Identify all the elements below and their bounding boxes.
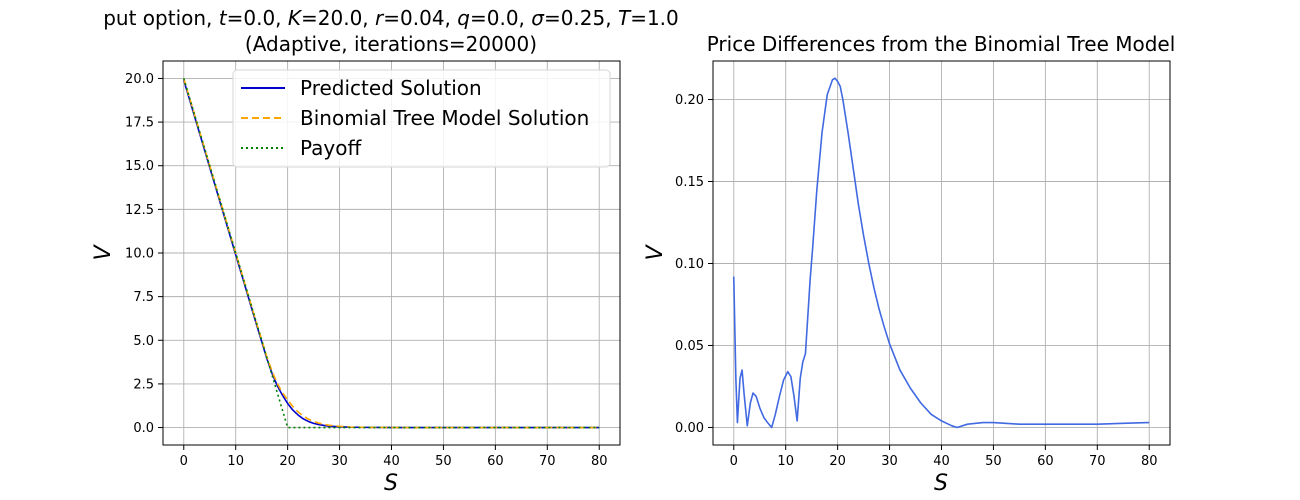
chart1-title-part-10: =0.25,: [544, 6, 618, 30]
chart2-xtick-label-7: 70: [1089, 454, 1106, 469]
chart1-legend: Predicted Solution Binomial Tree Model S…: [232, 69, 611, 168]
chart1-title-line2: (Adaptive, iterations=20000): [245, 32, 537, 56]
chart1-ytick-label-7: 17.5: [125, 116, 154, 131]
chart2-ytick-label-4: 0.20: [675, 93, 704, 108]
chart1-title-part-2: =0.0,: [227, 6, 288, 30]
chart1-ytick-label-6: 15.0: [125, 159, 154, 174]
chart2-ylabel: V: [643, 244, 668, 261]
chart1-xlabel: S: [384, 471, 398, 496]
chart1-title-part-6: =0.04,: [383, 6, 457, 30]
legend-box: [232, 69, 611, 168]
chart2-xtick-label-4: 40: [933, 454, 950, 469]
chart2-series-line-0: [732, 77, 1150, 429]
option-price-chart: 0 10 20 30 40 50 60 70 80 0.0 2.5 5.0 7.5 10.0 12.5 15.…: [91, 6, 679, 496]
legend-label-binomial: Binomial Tree Model Solution: [300, 106, 589, 130]
chart1-title-part-9: σ: [531, 6, 545, 30]
chart2-xtick-label-5: 50: [985, 454, 1002, 469]
chart1-series-line-1: [183, 78, 600, 429]
chart1-ticks: 0 10 20 30 40 50 60 70 80 0.0 2.5 5.0 7.5 10.0 12.5 15.…: [125, 72, 607, 469]
chart1-series-line-2: [183, 78, 600, 429]
chart1-xtick-label-7: 70: [539, 454, 556, 469]
chart1-title-part-1: t: [219, 6, 228, 30]
chart1-title-part-0: put option,: [103, 6, 219, 30]
chart1-title-part-7: q: [457, 6, 470, 30]
chart1-xtick-label-0: 0: [180, 454, 188, 469]
chart1-ytick-label-0: 0.0: [133, 421, 154, 436]
chart2-xtick-label-2: 20: [829, 454, 846, 469]
chart1-xtick-label-5: 50: [435, 454, 452, 469]
chart2-xtick-label-0: 0: [730, 454, 738, 469]
chart2-xtick-label-1: 10: [777, 454, 794, 469]
chart1-xtick-label-2: 20: [279, 454, 296, 469]
chart1-ytick-label-5: 12.5: [125, 203, 154, 218]
chart1-xtick-label-4: 40: [383, 454, 400, 469]
chart1-xtick-label-8: 80: [591, 454, 608, 469]
chart1-xtick-label-3: 30: [331, 454, 348, 469]
chart2-ytick-label-3: 0.15: [675, 175, 704, 190]
chart1-ylabel: V: [91, 244, 116, 261]
chart1-series: [183, 78, 600, 429]
chart2-ytick-label-0: 0.00: [675, 421, 704, 436]
chart1-title-part-5: r: [375, 6, 385, 30]
legend-label-predicted: Predicted Solution: [300, 76, 482, 100]
chart1-ytick-label-8: 20.0: [125, 72, 154, 87]
price-difference-chart: 0 10 20 30 40 50 60 70 80 0.00 0.05 0.10 0.15 0.20 Pr…: [643, 32, 1175, 496]
chart2-series: [732, 77, 1150, 429]
chart1-title-line1: put option, t=0.0, K=20.0, r=0.04, q=0.0…: [103, 6, 679, 30]
chart1-ytick-label-4: 10.0: [125, 247, 154, 262]
chart1-title-part-12: =1.0: [630, 6, 679, 30]
legend-label-payoff: Payoff: [300, 136, 362, 160]
chart1-title-part-8: =0.0,: [470, 6, 531, 30]
chart2-ytick-label-2: 0.10: [675, 257, 704, 272]
chart1-ytick-label-3: 7.5: [133, 290, 154, 305]
chart1-title-part-3: K: [288, 6, 303, 30]
chart1-title-part-4: =20.0,: [301, 6, 375, 30]
chart2-xtick-label-6: 60: [1037, 454, 1054, 469]
chart2-title: Price Differences from the Binomial Tree…: [707, 32, 1176, 56]
chart2-xtick-label-3: 30: [881, 454, 898, 469]
chart2-ytick-label-1: 0.05: [675, 339, 704, 354]
chart1-title-part-11: T: [618, 6, 632, 30]
chart1-xtick-label-1: 10: [227, 454, 244, 469]
chart1-ytick-label-1: 2.5: [133, 377, 154, 392]
chart2-ticks: 0 10 20 30 40 50 60 70 80 0.00 0.05 0.10 0.15 0.20: [675, 93, 1157, 469]
chart1-xtick-label-6: 60: [487, 454, 504, 469]
chart2-xtick-label-8: 80: [1141, 454, 1158, 469]
chart2-grid: [713, 61, 1170, 445]
chart1-ytick-label-2: 5.0: [133, 334, 154, 349]
chart2-xlabel: S: [934, 471, 948, 496]
